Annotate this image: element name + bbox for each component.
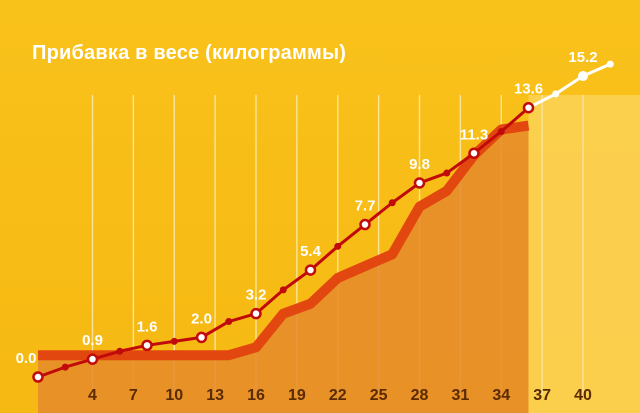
data-point xyxy=(443,169,451,177)
x-tick-label: 16 xyxy=(247,387,265,404)
data-point-projection xyxy=(606,60,614,68)
future-projection-region xyxy=(528,95,640,413)
x-tick-label: 7 xyxy=(129,387,138,404)
data-point xyxy=(279,286,287,294)
data-point xyxy=(413,177,426,189)
data-point xyxy=(225,318,233,326)
data-label: 1.6 xyxy=(137,318,158,335)
data-point-projection xyxy=(552,90,560,98)
area-under-reference-curve xyxy=(38,125,529,413)
data-point xyxy=(141,339,153,352)
data-label: 9.8 xyxy=(409,156,430,173)
data-point xyxy=(116,347,124,355)
x-tick-label: 10 xyxy=(165,387,183,404)
data-point xyxy=(195,331,208,344)
data-label: 13.6 xyxy=(514,81,543,98)
x-tick-label: 40 xyxy=(574,387,592,404)
x-tick-label: 28 xyxy=(411,387,429,404)
data-label: 0.9 xyxy=(82,332,103,349)
data-label: 11.3 xyxy=(460,126,488,143)
data-label: 3.2 xyxy=(246,287,267,304)
data-point xyxy=(388,199,396,207)
x-tick-label: 22 xyxy=(329,387,347,404)
chart-title: Прибавка в весе (килограммы) xyxy=(32,42,347,64)
x-tick-label: 37 xyxy=(533,387,551,404)
data-point xyxy=(32,371,44,383)
data-point xyxy=(86,353,99,365)
data-label: 7.7 xyxy=(355,198,376,215)
data-point-projection xyxy=(578,71,588,82)
x-tick-label: 13 xyxy=(206,387,224,404)
data-point xyxy=(334,242,342,250)
data-point xyxy=(250,307,262,320)
data-point xyxy=(522,101,535,114)
data-point xyxy=(468,147,480,160)
data-point xyxy=(304,264,317,276)
data-point xyxy=(497,127,505,135)
x-tick-label: 31 xyxy=(451,387,469,404)
data-label: 0.0 xyxy=(16,350,37,367)
data-label: 2.0 xyxy=(191,310,212,327)
data-label: 15.2 xyxy=(568,49,597,66)
data-point xyxy=(170,337,178,345)
x-tick-label: 34 xyxy=(492,387,510,404)
data-point xyxy=(61,363,69,371)
data-point xyxy=(359,218,371,231)
series-line-projection xyxy=(527,62,611,110)
data-label: 5.4 xyxy=(300,243,322,260)
x-tick-label: 4 xyxy=(88,387,97,404)
x-tick-label: 19 xyxy=(288,387,306,404)
series-line-reference xyxy=(38,120,530,361)
x-tick-label: 25 xyxy=(370,387,388,404)
